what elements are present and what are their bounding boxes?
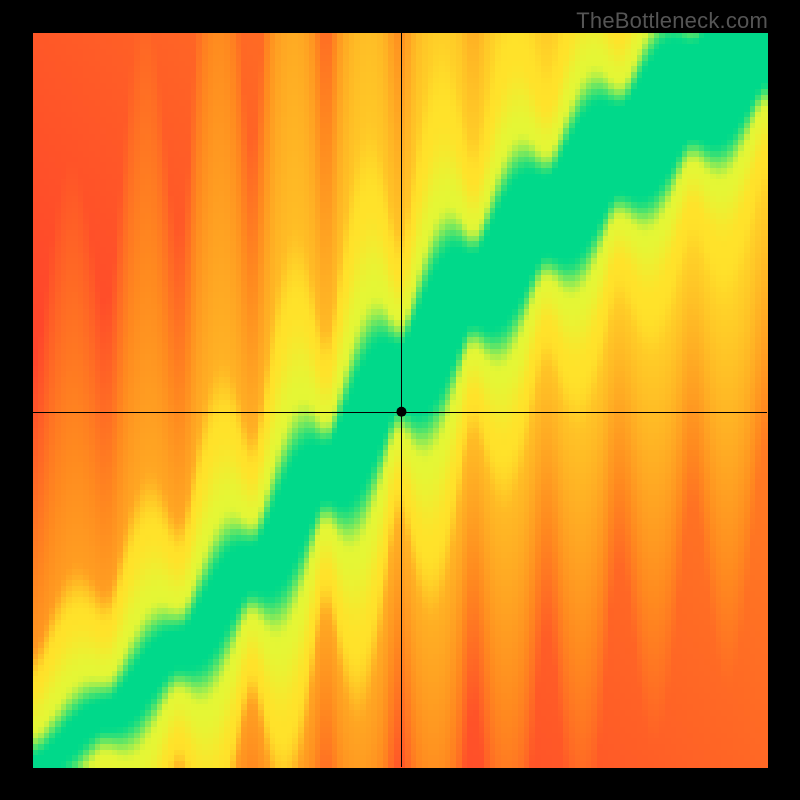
heatmap-canvas: [0, 0, 800, 800]
root: TheBottleneck.com: [0, 0, 800, 800]
watermark-text: TheBottleneck.com: [576, 8, 768, 34]
